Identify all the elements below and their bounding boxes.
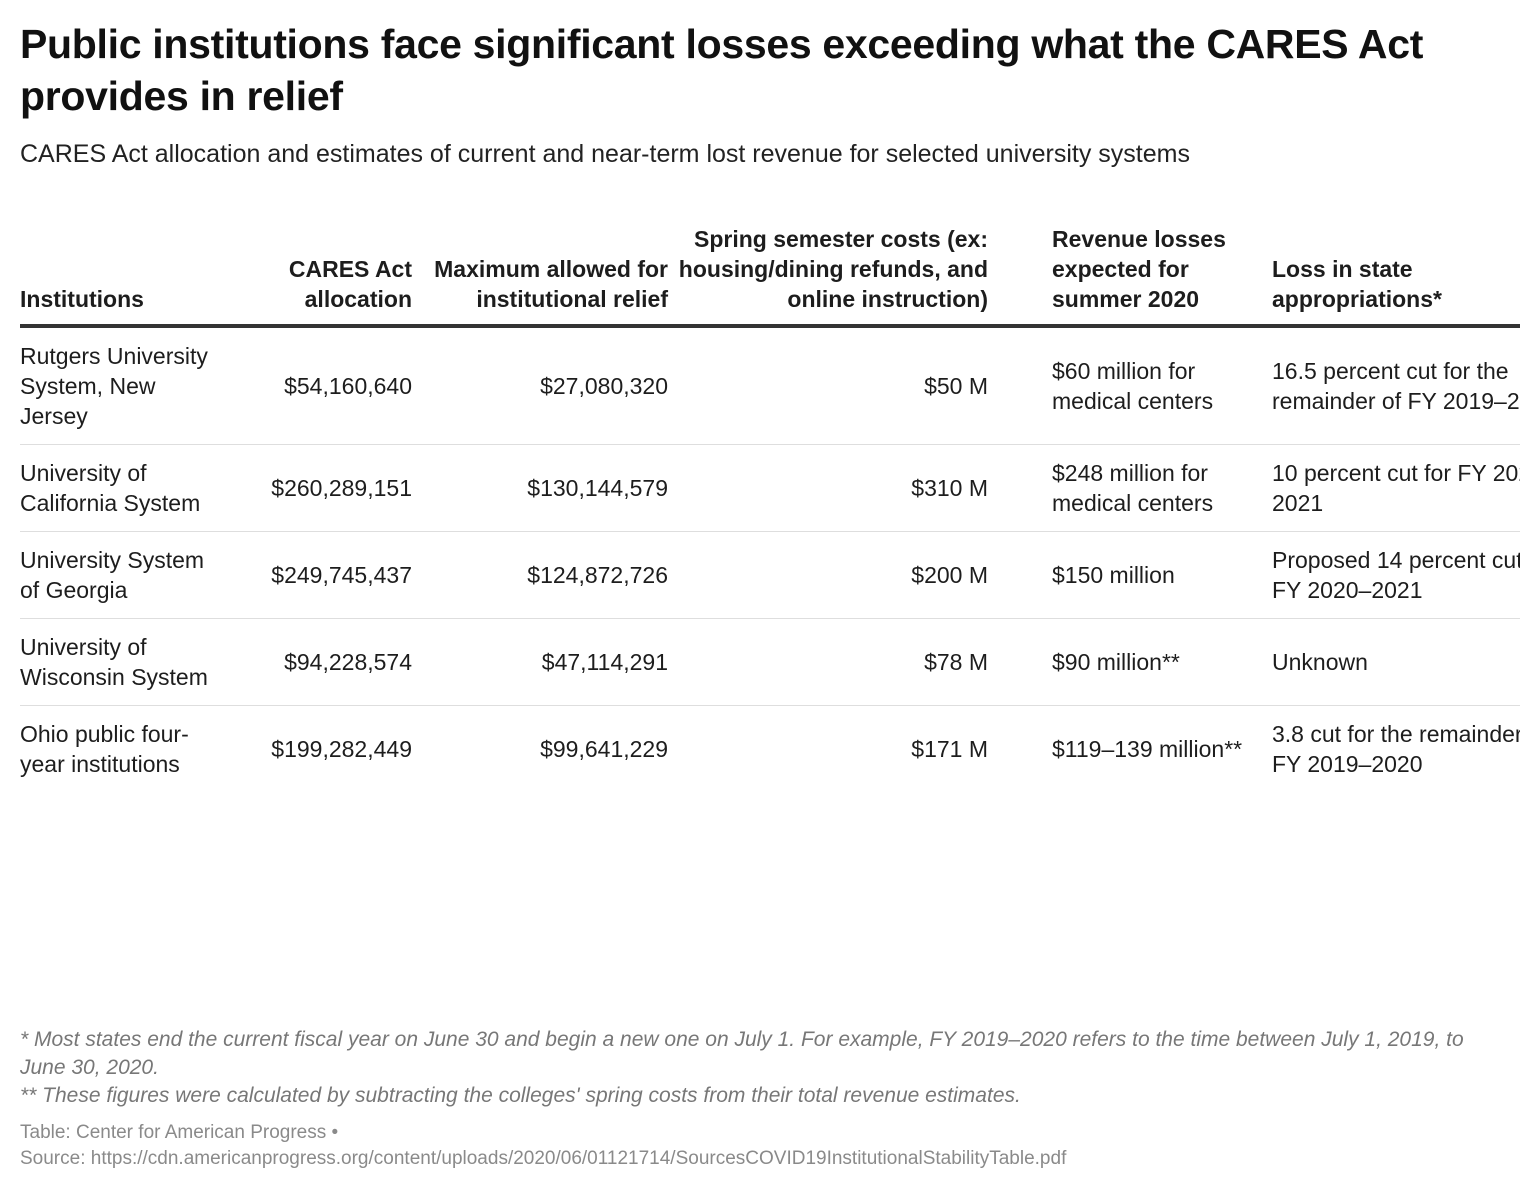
cell-institution: University System of Georgia bbox=[20, 531, 220, 619]
table-row: University of Wisconsin System $94,228,5… bbox=[20, 618, 1520, 706]
cell-maximum-relief: $27,080,320 bbox=[412, 326, 668, 445]
cell-cares-allocation: $249,745,437 bbox=[220, 531, 412, 619]
page-title: Public institutions face significant los… bbox=[20, 21, 1424, 119]
cell-cares-allocation: $199,282,449 bbox=[271, 736, 412, 762]
table-row: University of California System $260,289… bbox=[20, 444, 1520, 532]
cell-cares-allocation: $94,228,574 bbox=[220, 618, 412, 706]
table-row: Ohio public four-year institutions $199,… bbox=[20, 706, 1520, 793]
cell-maximum-relief: $99,641,229 bbox=[540, 736, 668, 762]
column-header-state-appropriations: Loss in state appropriations* bbox=[1272, 224, 1520, 328]
table-row: University System of Georgia $249,745,43… bbox=[20, 531, 1520, 619]
cell-summer-losses: $60 million for medical centers bbox=[988, 326, 1272, 445]
credits: Table: Center for American Progress • So… bbox=[20, 1120, 1490, 1172]
credit-table: Table: Center for American Progress • bbox=[20, 1122, 339, 1143]
footnotes: * Most states end the current fiscal yea… bbox=[20, 1026, 1490, 1110]
table-header-row: Institutions CARES Act allocation Maximu… bbox=[20, 224, 1520, 328]
data-table: Institutions CARES Act allocation Maximu… bbox=[20, 224, 1520, 792]
cell-cares-allocation: $260,289,151 bbox=[220, 444, 412, 532]
cell-spring-costs: $171 M bbox=[911, 736, 988, 762]
cell-institution: Rutgers University System, New Jersey bbox=[20, 326, 220, 445]
chart-container: Public institutions face significant los… bbox=[20, 18, 1520, 1169]
cell-state-appropriations: 10 percent cut for FY 2020–2021 bbox=[1272, 444, 1520, 532]
cell-spring-costs: $50 M bbox=[668, 326, 988, 445]
cell-spring-costs: $310 M bbox=[668, 444, 988, 532]
cell-spring-costs: $200 M bbox=[668, 531, 988, 619]
cell-cares-allocation: $54,160,640 bbox=[220, 326, 412, 445]
cell-summer-losses: $90 million** bbox=[988, 618, 1272, 706]
cell-summer-losses: $150 million bbox=[988, 531, 1272, 619]
credit-source-link[interactable]: Source: https://cdn.americanprogress.org… bbox=[20, 1148, 1067, 1169]
column-header-cares-allocation: CARES Act allocation bbox=[220, 224, 412, 328]
cell-spring-costs: $78 M bbox=[668, 618, 988, 706]
cell-summer-losses: $119–139 million** bbox=[1052, 736, 1243, 762]
table-row: Rutgers University System, New Jersey $5… bbox=[20, 326, 1520, 445]
column-header-maximum-relief: Maximum allowed for institutional relief bbox=[412, 224, 668, 328]
page-subtitle: CARES Act allocation and estimates of cu… bbox=[20, 140, 1190, 168]
cell-maximum-relief: $47,114,291 bbox=[412, 618, 668, 706]
cell-state-appropriations: 3.8 cut for the remainder of FY 2019–202… bbox=[1272, 721, 1520, 777]
footnote-fiscal-year: * Most states end the current fiscal yea… bbox=[20, 1028, 1464, 1079]
cell-institution: Ohio public four-year institutions bbox=[20, 721, 189, 777]
footnote-calculation: ** These figures were calculated by subt… bbox=[20, 1084, 1021, 1107]
cell-state-appropriations: Unknown bbox=[1272, 618, 1520, 706]
cell-maximum-relief: $130,144,579 bbox=[412, 444, 668, 532]
cell-maximum-relief: $124,872,726 bbox=[412, 531, 668, 619]
column-header-summer-losses: Revenue losses expected for summer 2020 bbox=[988, 224, 1272, 328]
cell-state-appropriations: 16.5 percent cut for the remainder of FY… bbox=[1272, 326, 1520, 445]
cell-state-appropriations: Proposed 14 percent cut for FY 2020–2021 bbox=[1272, 531, 1520, 619]
column-header-institutions: Institutions bbox=[20, 224, 220, 328]
cell-institution: University of Wisconsin System bbox=[20, 618, 220, 706]
cell-summer-losses: $248 million for medical centers bbox=[988, 444, 1272, 532]
cell-institution: University of California System bbox=[20, 444, 220, 532]
column-header-spring-costs: Spring semester costs (ex: housing/dinin… bbox=[668, 224, 988, 328]
